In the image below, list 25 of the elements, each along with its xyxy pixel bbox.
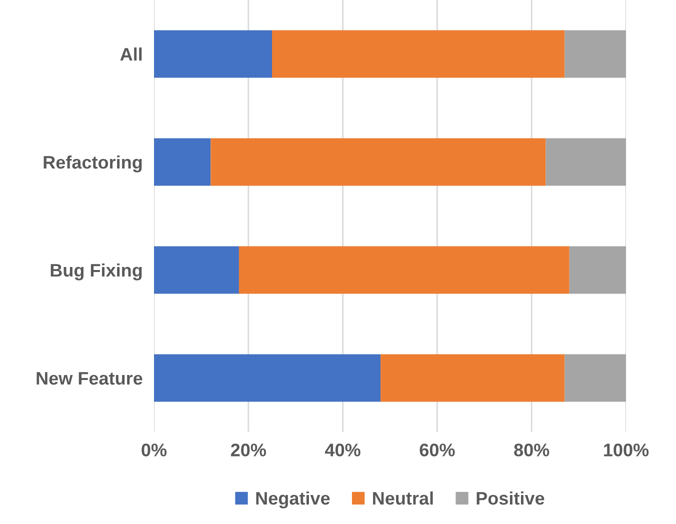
bar xyxy=(272,30,565,78)
bar xyxy=(154,30,272,78)
bar xyxy=(546,138,626,186)
bar xyxy=(238,246,570,294)
legend-label: Negative xyxy=(256,491,330,508)
bar xyxy=(380,354,565,402)
x-tick-label: 0% xyxy=(142,444,167,456)
x-tick-label: 40% xyxy=(325,444,360,456)
bar xyxy=(569,246,626,294)
bar xyxy=(564,354,626,402)
x-tick-label: 20% xyxy=(230,444,266,456)
legend-label: Neutral xyxy=(373,491,433,505)
y-tick-label: New Feature xyxy=(36,372,142,385)
bar xyxy=(564,30,626,78)
bar xyxy=(154,138,211,186)
y-tick-label: All xyxy=(120,47,142,61)
y-tick-label: Bug Fixing xyxy=(50,263,142,280)
x-tick-label: 60% xyxy=(420,444,455,456)
x-tick-label: 100% xyxy=(604,444,649,456)
x-tick-label: 80% xyxy=(514,444,550,456)
y-tick-label: Refactoring xyxy=(44,155,142,172)
bar xyxy=(210,138,546,186)
legend-label: Positive xyxy=(476,491,544,505)
bar xyxy=(154,354,381,402)
bar xyxy=(154,246,239,294)
